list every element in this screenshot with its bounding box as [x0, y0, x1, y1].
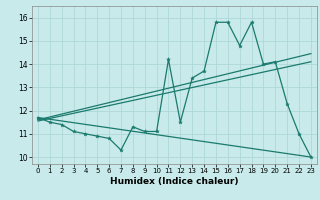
X-axis label: Humidex (Indice chaleur): Humidex (Indice chaleur) — [110, 177, 239, 186]
